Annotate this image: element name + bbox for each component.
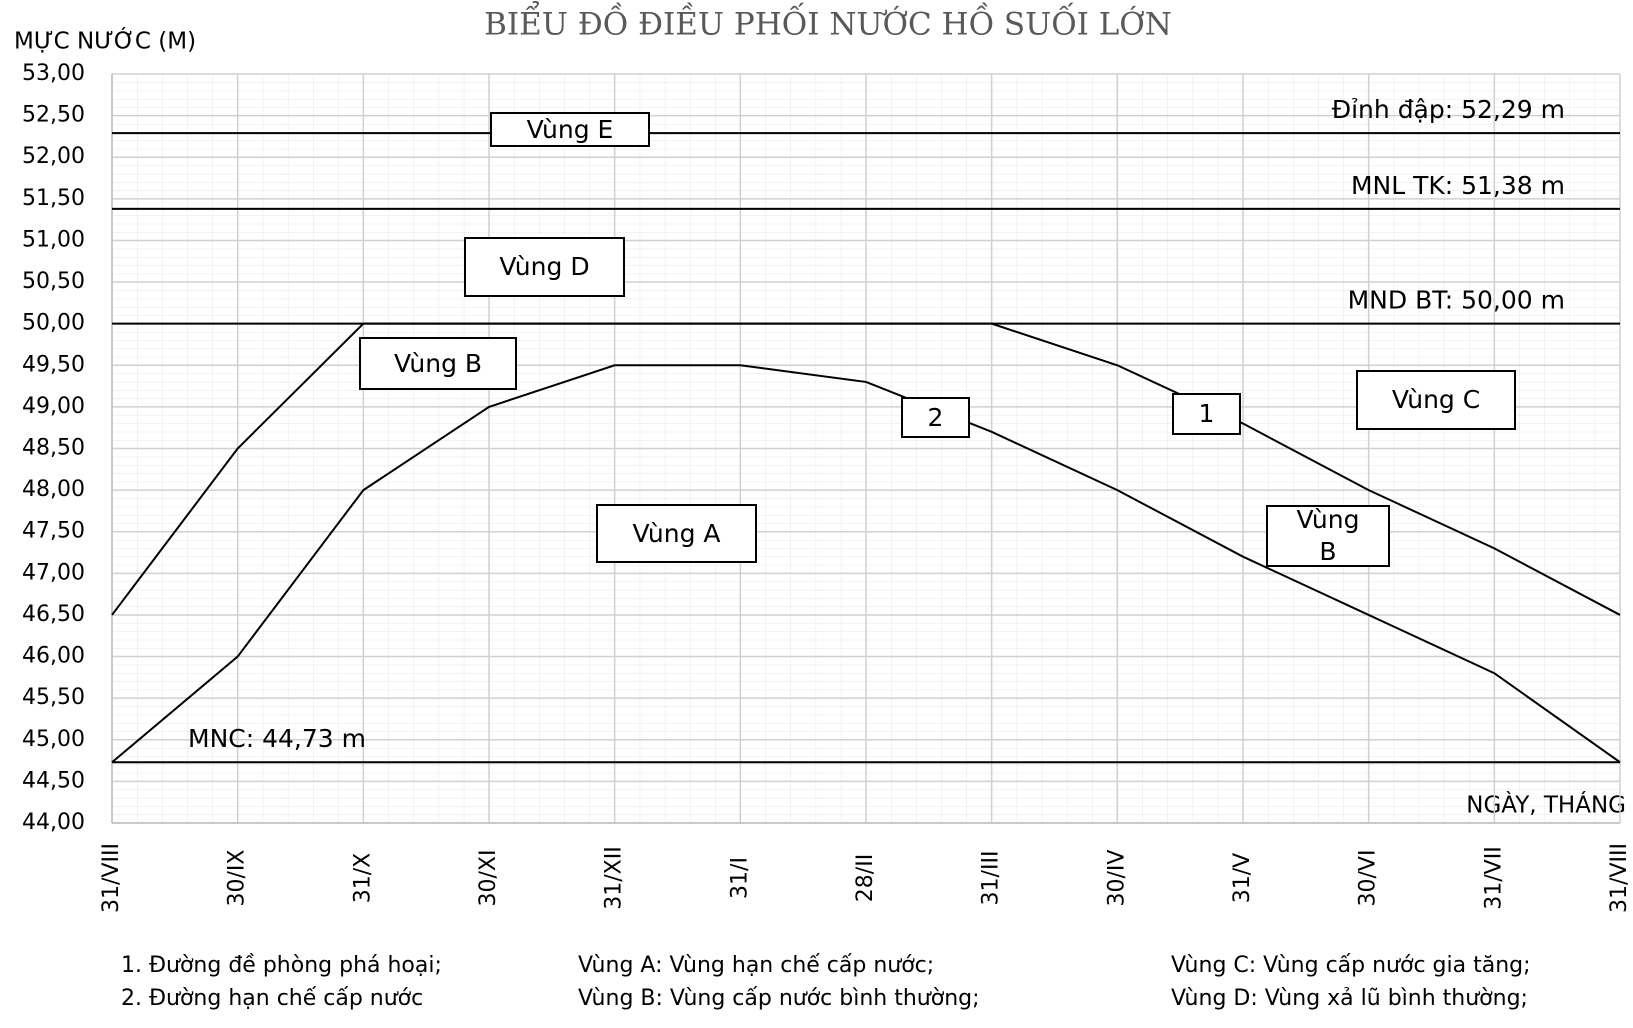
- zone-label: Vùng E: [490, 112, 650, 147]
- chart-title: BIỂU ĐỒ ĐIỀU PHỐI NƯỚC HỒ SUỐI LỚN: [484, 0, 1172, 43]
- y-tick-label: 49,50: [22, 352, 85, 377]
- y-axis-label: MỰC NƯỚC (M): [14, 27, 196, 55]
- reference-label: MND BT: 50,00 m: [1348, 286, 1565, 315]
- note: 1. Đường đề phòng phá hoại;: [121, 953, 442, 978]
- x-axis-label: NGÀY, THÁNG: [1466, 791, 1626, 819]
- y-tick-label: 47,00: [22, 560, 85, 585]
- zone-label: Vùng B: [359, 337, 517, 390]
- note: 2. Đường hạn chế cấp nước: [121, 986, 423, 1011]
- reference-label: MNL TK: 51,38 m: [1351, 171, 1565, 200]
- x-tick-label: 31/X: [350, 853, 375, 903]
- x-tick-label: 31/I: [727, 857, 752, 899]
- note: Vùng D: Vùng xả lũ bình thường;: [1171, 986, 1528, 1011]
- y-tick-label: 44,50: [22, 768, 85, 793]
- y-tick-label: 49,00: [22, 394, 85, 419]
- x-tick-label: 31/III: [979, 851, 1004, 906]
- x-tick-label: 28/II: [853, 854, 878, 902]
- y-tick-label: 51,00: [22, 227, 85, 252]
- x-tick-label: 31/VIII: [1607, 843, 1632, 913]
- series-line: [111, 364, 1621, 764]
- y-tick-label: 47,50: [22, 519, 85, 544]
- y-tick-label: 51,50: [22, 186, 85, 211]
- y-tick-label: 53,00: [22, 61, 85, 86]
- y-tick-label: 44,00: [22, 810, 85, 835]
- x-tick-label: 31/VIII: [99, 843, 124, 913]
- zone-label: Vùng B: [1266, 505, 1390, 567]
- zone-label: Vùng D: [464, 237, 625, 297]
- y-tick-label: 48,50: [22, 436, 85, 461]
- x-tick-label: 30/XI: [476, 850, 501, 907]
- series-line: [111, 322, 1621, 616]
- note: Vùng C: Vùng cấp nước gia tăng;: [1171, 953, 1531, 978]
- series-label: 2: [901, 397, 970, 438]
- y-tick-label: 46,00: [22, 644, 85, 669]
- y-tick-label: 45,50: [22, 685, 85, 710]
- x-tick-label: 30/IX: [225, 850, 250, 907]
- reference-label: Đỉnh đập: 52,29 m: [1332, 95, 1565, 124]
- zone-label: Vùng C: [1356, 370, 1516, 430]
- x-tick-label: 31/VII: [1481, 846, 1506, 909]
- zone-label: Vùng A: [596, 504, 757, 563]
- y-tick-label: 46,50: [22, 602, 85, 627]
- note: Vùng A: Vùng hạn chế cấp nước;: [578, 953, 934, 978]
- reference-label: MNC: 44,73 m: [188, 724, 366, 753]
- x-tick-label: 30/VI: [1356, 850, 1381, 907]
- y-tick-label: 50,00: [22, 311, 85, 336]
- y-tick-label: 50,50: [22, 269, 85, 294]
- series-label: 1: [1172, 393, 1241, 435]
- y-tick-label: 52,00: [22, 144, 85, 169]
- y-tick-label: 48,00: [22, 477, 85, 502]
- x-tick-label: 31/XII: [602, 846, 627, 909]
- y-tick-label: 52,50: [22, 103, 85, 128]
- x-tick-label: 31/V: [1230, 853, 1255, 903]
- note: Vùng B: Vùng cấp nước bình thường;: [578, 986, 980, 1011]
- y-tick-label: 45,00: [22, 727, 85, 752]
- x-tick-label: 30/IV: [1104, 850, 1129, 907]
